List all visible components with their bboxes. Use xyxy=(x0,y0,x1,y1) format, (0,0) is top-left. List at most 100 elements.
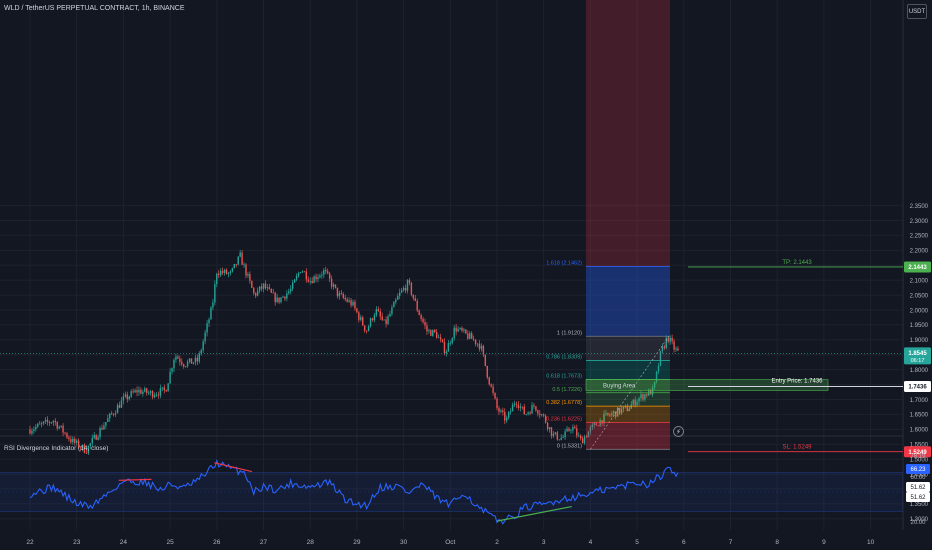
candle xyxy=(202,341,204,351)
candle xyxy=(476,343,479,345)
candle xyxy=(309,280,311,282)
candle xyxy=(181,361,183,365)
candle xyxy=(149,391,152,393)
candle xyxy=(348,300,350,302)
candle xyxy=(587,431,590,438)
candle xyxy=(258,286,261,291)
candle xyxy=(196,357,199,362)
candle xyxy=(677,348,679,351)
candle xyxy=(655,371,658,382)
candle xyxy=(389,313,391,317)
sl-price-tag-text: 1.5249 xyxy=(908,450,927,456)
y-tick-label: 1.9000 xyxy=(910,338,929,344)
x-tick-label: 8 xyxy=(775,539,779,546)
candle xyxy=(377,309,380,312)
candle xyxy=(418,310,420,316)
candle xyxy=(527,412,529,415)
candle xyxy=(523,406,525,415)
rsi-divergence-line xyxy=(496,505,572,522)
candle xyxy=(183,364,185,367)
candle xyxy=(159,388,162,396)
candle xyxy=(484,354,487,366)
y-tick-label: 1.8000 xyxy=(910,368,929,374)
candle xyxy=(665,337,667,349)
candle xyxy=(336,287,339,297)
candle xyxy=(593,423,595,425)
candle xyxy=(511,404,514,412)
candle xyxy=(79,447,82,449)
candle xyxy=(402,288,405,291)
candle xyxy=(81,444,84,449)
candle xyxy=(293,279,296,283)
candle xyxy=(616,407,619,417)
candle xyxy=(441,339,444,343)
candle xyxy=(319,275,321,278)
candle xyxy=(233,263,236,269)
candle xyxy=(200,350,202,354)
candle xyxy=(140,389,142,394)
candle xyxy=(321,274,323,276)
rsi-axis-label: 51.62 xyxy=(910,495,926,501)
candle xyxy=(282,296,284,298)
y-tick-label: 2.2000 xyxy=(910,249,929,255)
candle xyxy=(420,315,422,319)
candle xyxy=(328,273,331,279)
candle xyxy=(371,318,374,321)
lightning-icon[interactable]: ⚡ xyxy=(673,426,684,437)
currency-button[interactable]: USDT xyxy=(907,4,927,19)
candle xyxy=(278,297,280,303)
candle xyxy=(560,437,562,440)
y-tick-label: 1.3000 xyxy=(910,517,929,523)
rsi-divergence-line xyxy=(214,462,252,473)
candle xyxy=(554,432,557,434)
candle xyxy=(327,271,329,274)
candle xyxy=(428,330,430,332)
stop-zone xyxy=(586,422,670,450)
candle xyxy=(603,413,605,424)
rsi-tag-bg xyxy=(906,492,930,502)
candle xyxy=(414,298,416,301)
candle xyxy=(675,348,677,350)
candle xyxy=(552,433,555,436)
y-tick-label: 1.3500 xyxy=(910,502,929,508)
candle xyxy=(239,252,241,257)
candle xyxy=(558,439,560,441)
current-price-value: 1.8545 xyxy=(908,351,927,357)
candle xyxy=(109,413,111,419)
candle xyxy=(227,272,230,274)
candle xyxy=(29,429,31,434)
candle xyxy=(268,287,271,289)
candle xyxy=(68,437,70,440)
candle xyxy=(311,280,313,283)
candle xyxy=(537,410,539,414)
fib-level-label: 0.5 (1.7226) xyxy=(552,387,582,393)
candle xyxy=(280,297,282,303)
candle xyxy=(498,408,500,412)
candle xyxy=(667,337,669,342)
candle xyxy=(218,273,220,275)
candle xyxy=(291,282,294,289)
candle xyxy=(543,414,545,416)
candle xyxy=(344,297,346,300)
tp-price-tag-bg xyxy=(904,261,931,273)
candle xyxy=(391,307,393,314)
candle xyxy=(358,312,360,320)
candle xyxy=(340,293,343,295)
fib-level-label: 0.618 (1.7673) xyxy=(546,373,582,379)
candle xyxy=(443,342,446,354)
x-tick-label: 9 xyxy=(822,539,826,546)
candle xyxy=(622,406,625,409)
x-tick-label: 23 xyxy=(73,539,81,546)
candle xyxy=(597,425,599,427)
entry-label: Entry Price: 1.7436 xyxy=(771,378,823,384)
candle xyxy=(134,390,136,393)
candle xyxy=(155,394,158,396)
candle xyxy=(95,435,97,440)
candle xyxy=(437,337,440,339)
trade-levels: TP: 2.1443 Entry Price: 1.7436 SL: 1.5249 xyxy=(688,260,903,453)
candle xyxy=(286,293,288,299)
candle xyxy=(179,358,181,362)
candle xyxy=(325,269,327,272)
